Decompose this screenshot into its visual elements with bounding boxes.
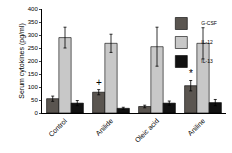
svg-text:IL-13: IL-13: [201, 58, 213, 64]
svg-text:Serum cytokines (pg/ml): Serum cytokines (pg/ml): [18, 23, 26, 98]
svg-text:Oleic acid: Oleic acid: [133, 117, 160, 144]
svg-text:100: 100: [28, 84, 39, 90]
svg-text:300: 300: [28, 32, 39, 38]
svg-text:250: 250: [28, 45, 39, 51]
svg-text:200: 200: [28, 58, 39, 64]
svg-text:G-CSF: G-CSF: [201, 20, 217, 26]
svg-text:IL-12: IL-12: [201, 39, 213, 45]
svg-text:50: 50: [31, 97, 38, 103]
svg-text:350: 350: [28, 19, 39, 25]
svg-text:+: +: [96, 77, 102, 88]
svg-text:*: *: [189, 68, 193, 79]
svg-text:Aniline: Aniline: [186, 117, 206, 137]
svg-text:0: 0: [34, 110, 38, 116]
svg-text:150: 150: [28, 71, 39, 77]
svg-text:Control: Control: [47, 117, 68, 138]
svg-text:400: 400: [28, 6, 39, 12]
svg-text:Anilide: Anilide: [94, 117, 114, 137]
